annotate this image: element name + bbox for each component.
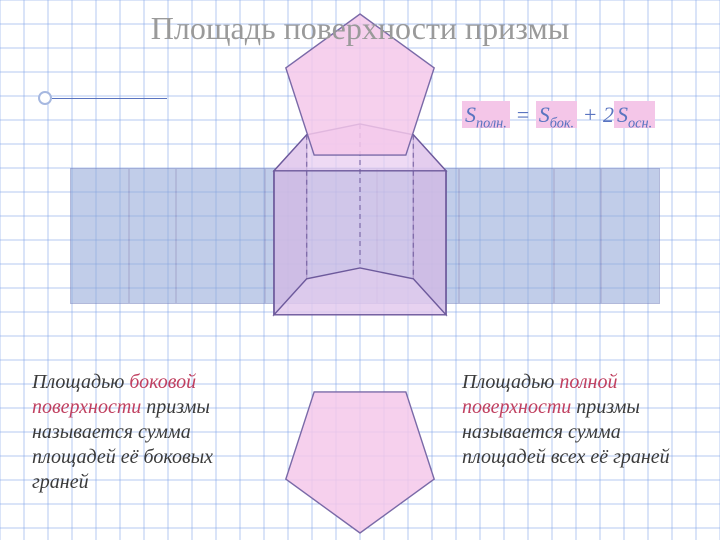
formula-s-lateral: Sбок. <box>536 101 577 128</box>
title-text: Площадь поверхности призмы <box>151 10 569 46</box>
page-title: Площадь поверхности призмы <box>0 10 720 47</box>
bullet-line <box>52 98 167 99</box>
formula-s-full: Sполн. <box>462 101 510 128</box>
formula-s-base: Sосн. <box>614 101 655 128</box>
bullet-circle <box>38 91 52 105</box>
definition-lateral: Площадью боковой поверхности призмы назы… <box>32 370 242 495</box>
surface-area-formula: Sполн. = Sбок. + 2Sосн. <box>462 102 655 132</box>
pentagon-bottom <box>278 373 442 537</box>
definition-full: Площадью полной поверхности призмы назыв… <box>462 370 682 470</box>
